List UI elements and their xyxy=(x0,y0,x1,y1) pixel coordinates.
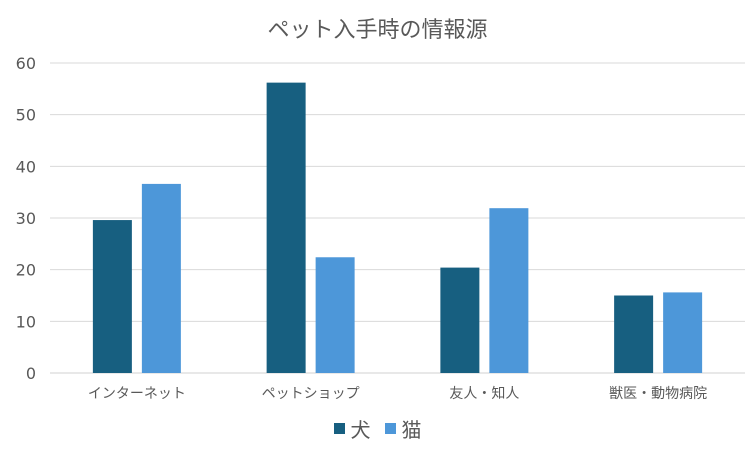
x-tick-label: ペットショップ xyxy=(262,386,360,402)
legend-swatch-cat xyxy=(384,423,396,434)
legend-label-dog: 犬 xyxy=(350,418,371,442)
x-tick-label: 友人・知人 xyxy=(449,385,519,402)
bar xyxy=(614,295,654,373)
x-tick-label: インターネット xyxy=(88,386,186,402)
bar xyxy=(266,82,306,373)
chart-title: ペット入手時の情報源 xyxy=(267,18,488,43)
legend-item-dog: 犬 xyxy=(333,414,371,443)
y-tick-label: 60 xyxy=(16,54,36,73)
bar xyxy=(440,267,480,373)
y-tick-label: 0 xyxy=(26,364,36,383)
y-tick-label: 50 xyxy=(16,106,36,125)
bar xyxy=(141,183,181,373)
bar xyxy=(663,292,703,373)
legend-swatch-dog xyxy=(333,423,345,434)
legend-item-cat: 猫 xyxy=(384,414,422,443)
bar xyxy=(315,257,355,373)
y-tick-label: 10 xyxy=(16,312,36,331)
x-tick-label: 獣医・動物病院 xyxy=(609,386,707,402)
y-tick-label: 20 xyxy=(16,261,36,280)
bar xyxy=(489,208,529,373)
legend: 犬 猫 xyxy=(0,414,755,443)
legend-label-cat: 猫 xyxy=(401,418,422,442)
y-tick-label: 30 xyxy=(16,209,36,228)
bar xyxy=(92,220,132,373)
y-tick-label: 40 xyxy=(16,157,36,176)
